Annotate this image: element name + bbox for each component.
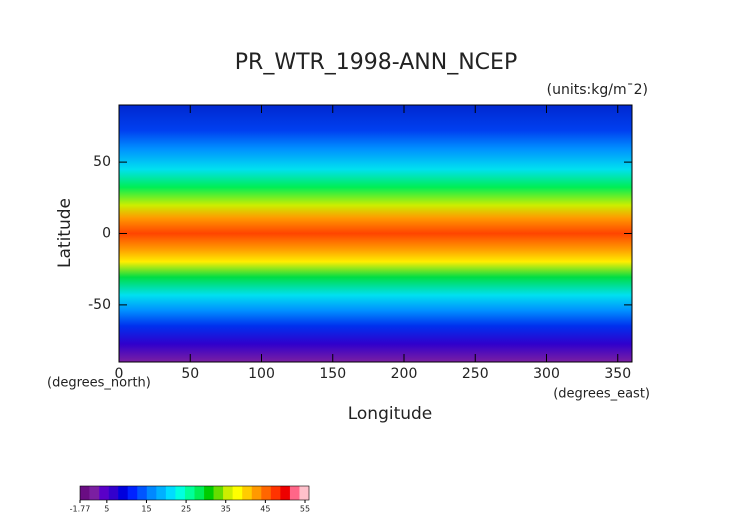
colorbar-cell bbox=[242, 486, 253, 500]
field bbox=[119, 105, 632, 362]
colorbar-cell bbox=[299, 486, 310, 500]
colorbar-cell bbox=[280, 486, 291, 500]
y-tick-label: -50 bbox=[88, 297, 111, 313]
colorbar-label: 55 bbox=[300, 505, 310, 514]
colorbar-label: -1.77 bbox=[70, 505, 91, 514]
y-tick-label: 50 bbox=[93, 154, 111, 170]
colorbar-cell bbox=[156, 486, 167, 500]
colorbar-cell bbox=[99, 486, 109, 500]
colorbar-label: 15 bbox=[141, 505, 151, 514]
colorbar-cell bbox=[127, 486, 138, 500]
colorbar-cell bbox=[165, 486, 176, 500]
colorbar-cell bbox=[204, 486, 214, 500]
x-tick-label: 300 bbox=[533, 366, 560, 382]
colorbar-cell bbox=[137, 486, 148, 500]
x-tick-label: 250 bbox=[462, 366, 489, 382]
colorbar-cell bbox=[232, 486, 243, 500]
x-tick-label: 100 bbox=[248, 366, 275, 382]
colorbar-label: 45 bbox=[260, 505, 270, 514]
y-label: Latitude bbox=[55, 198, 75, 268]
colorbar-cell bbox=[175, 486, 186, 500]
colorbar-cell bbox=[184, 486, 195, 500]
x-units: (degrees_east) bbox=[553, 387, 650, 402]
colorbar-cell bbox=[194, 486, 205, 500]
colorbar-cell bbox=[270, 486, 281, 500]
colorbar-label: 5 bbox=[104, 505, 109, 514]
colorbar-cell bbox=[80, 486, 90, 500]
x-tick-label: 50 bbox=[181, 366, 199, 382]
colorbar-cell bbox=[213, 486, 224, 500]
colorbar-label: 35 bbox=[221, 505, 231, 514]
colorbar-frame bbox=[79, 485, 310, 501]
x-tick-label: 200 bbox=[391, 366, 418, 382]
colorbar-cell bbox=[223, 486, 233, 500]
colorbar-cell bbox=[146, 486, 157, 500]
x-tick-label: 0 bbox=[115, 366, 124, 382]
colorbar-cell bbox=[89, 486, 100, 500]
colorbar-cell bbox=[261, 486, 272, 500]
units: (units:kg/m¯2) bbox=[547, 82, 648, 98]
colorbar-cell bbox=[251, 486, 262, 500]
colorbar-cell bbox=[289, 486, 300, 500]
x-tick-label: 350 bbox=[604, 366, 631, 382]
y-tick-label: 0 bbox=[102, 226, 111, 242]
y-units: (degrees_north) bbox=[47, 376, 151, 391]
colorbar-cell bbox=[108, 486, 119, 500]
x-label: Longitude bbox=[348, 404, 433, 424]
colorbar-label: 25 bbox=[181, 505, 191, 514]
x-tick-label: 150 bbox=[319, 366, 346, 382]
title: PR_WTR_1998-ANN_NCEP bbox=[235, 50, 517, 75]
colorbar-cell bbox=[118, 486, 129, 500]
